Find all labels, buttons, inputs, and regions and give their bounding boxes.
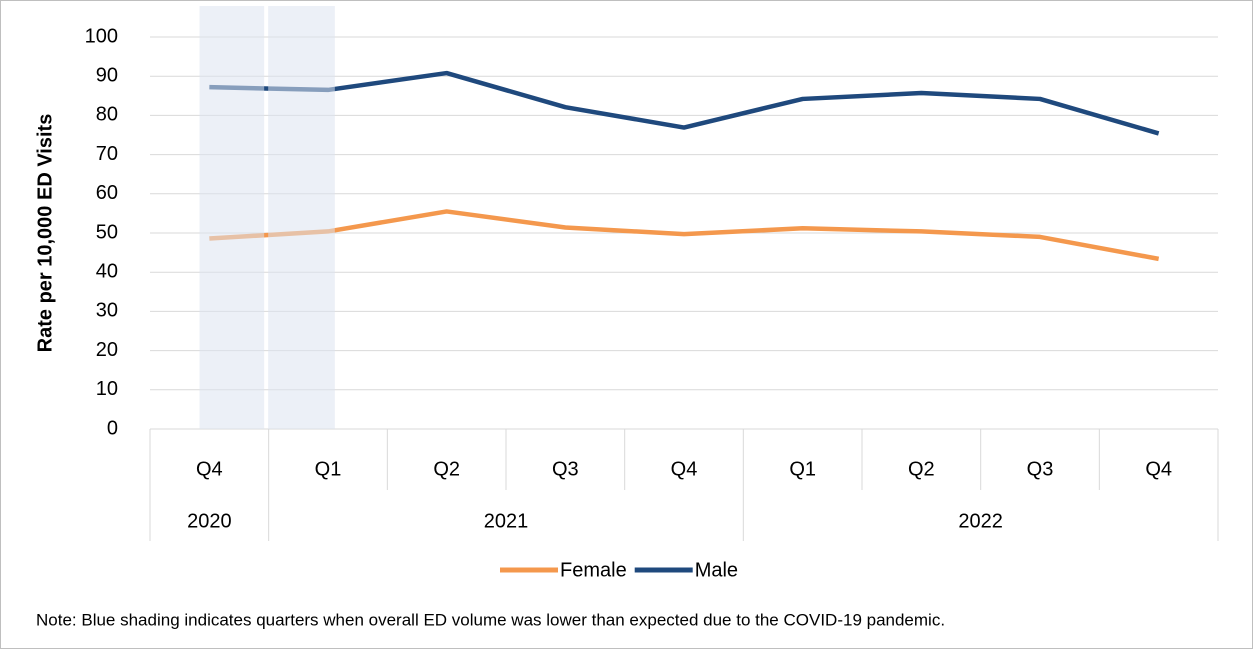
shade: [199, 6, 265, 429]
group-label: 2021: [484, 510, 529, 532]
y-tick-label: 30: [96, 300, 118, 322]
x-tick-label: Q1: [789, 458, 816, 480]
group-label: 2022: [958, 510, 1003, 532]
y-tick-label: 10: [96, 378, 118, 400]
y-tick-label: 60: [96, 182, 118, 204]
y-tick-label: 20: [96, 339, 118, 361]
legend-label: Female: [560, 559, 627, 581]
x-tick-label: Q1: [315, 458, 342, 480]
y-tick-label: 40: [96, 260, 118, 282]
note: Note: Blue shading indicates quarters wh…: [36, 610, 945, 629]
series-line: [209, 70, 1160, 136]
shade: [268, 6, 335, 429]
y-tick-label: 80: [96, 104, 118, 126]
x-tick-label: Q2: [433, 458, 460, 480]
y-tick-label: 100: [85, 25, 118, 47]
x-tick-label: Q4: [671, 458, 698, 480]
y-tick-label: 90: [96, 64, 118, 86]
x-tick-label: Q2: [908, 458, 935, 480]
legend-label: Male: [695, 559, 738, 581]
y-tick-label: 70: [96, 143, 118, 165]
series-line: [209, 209, 1160, 262]
x-tick-label: Q4: [196, 458, 223, 480]
y-tick-label: 0: [107, 417, 118, 439]
x-tick-label: Q4: [1145, 458, 1172, 480]
y-tick-label: 50: [96, 221, 118, 243]
x-tick-label: Q3: [1027, 458, 1054, 480]
group-label: 2020: [187, 510, 232, 532]
y-axis-label: Rate per 10,000 ED Visits: [34, 114, 56, 353]
x-tick-label: Q3: [552, 458, 579, 480]
